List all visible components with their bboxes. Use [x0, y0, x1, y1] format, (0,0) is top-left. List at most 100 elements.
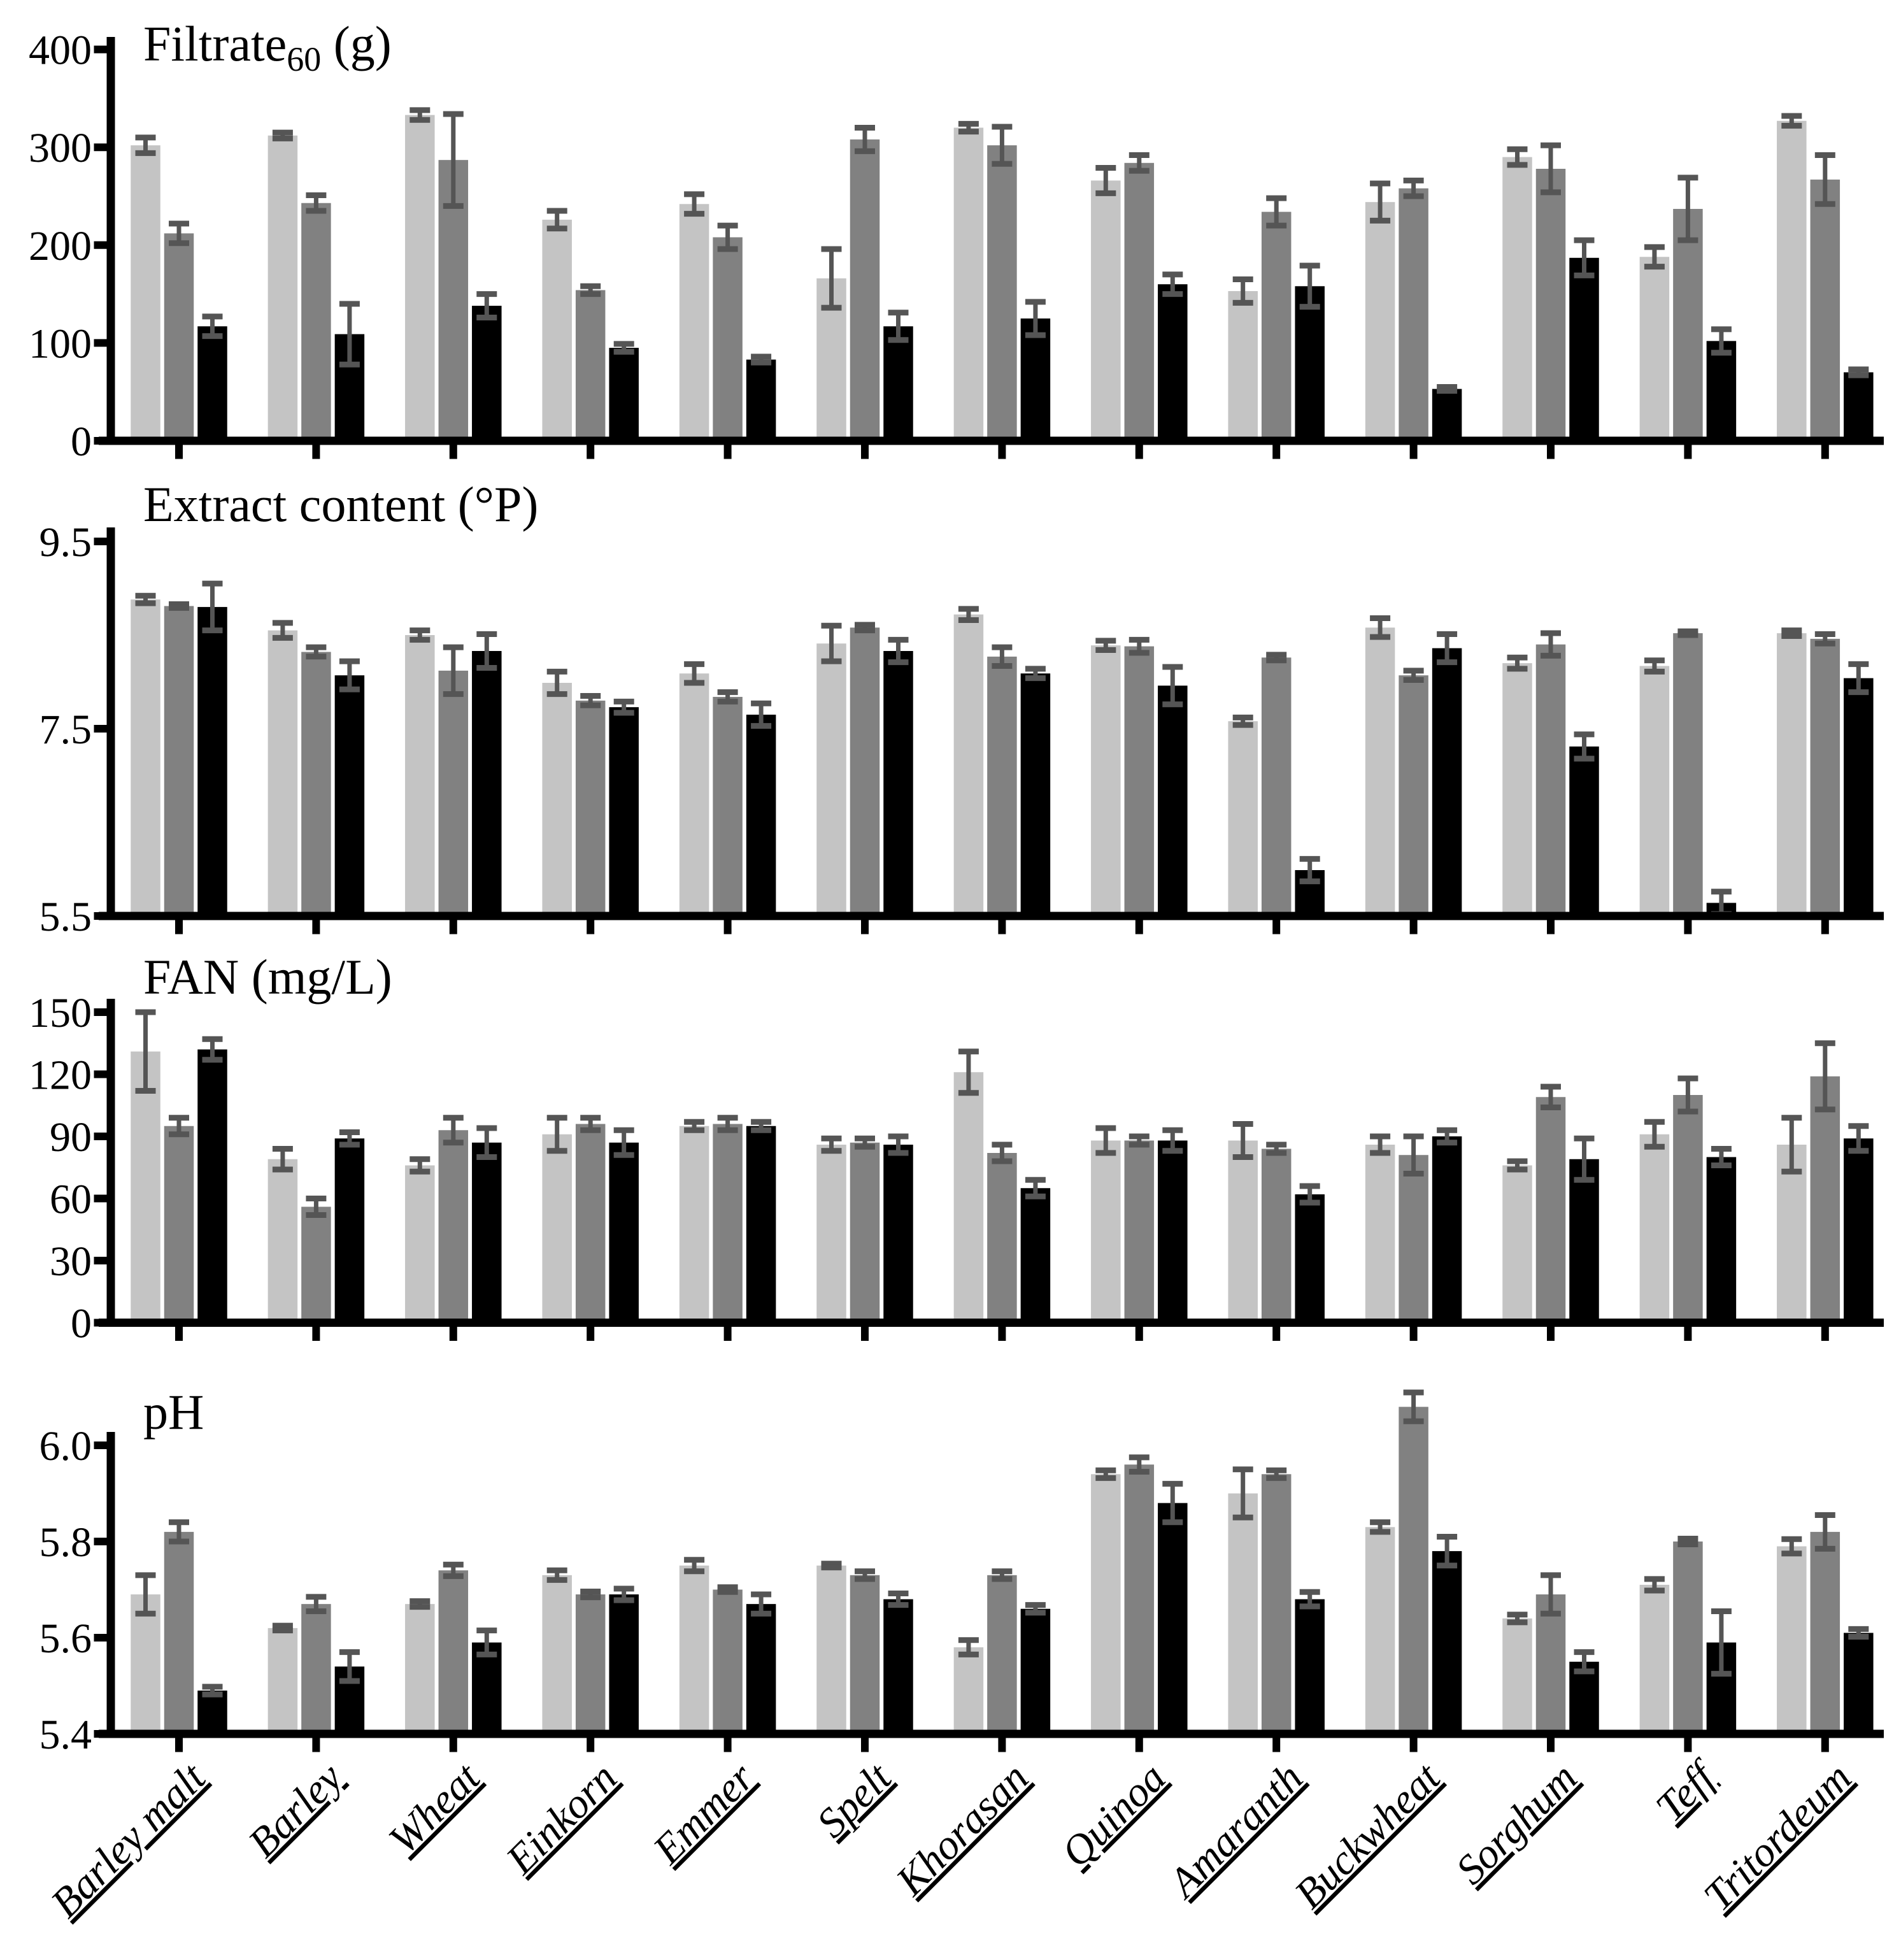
bar-ph-quinoa-black: [1158, 1503, 1188, 1734]
bar-ph-sorghum-light-gray: [1502, 1618, 1532, 1734]
category-label-einkorn: Einkorn: [497, 1754, 626, 1884]
bar-ph-barley-malt-dark-gray: [164, 1531, 194, 1734]
panel-title-subscript: 60: [287, 40, 321, 78]
y-tick-label: 90: [50, 1114, 92, 1161]
bar-extract-content-spelt-light-gray: [816, 643, 846, 916]
bar-fan-buckwheat-dark-gray: [1399, 1155, 1428, 1323]
bar-filtrate60-spelt-dark-gray: [850, 139, 880, 441]
bar-fan-einkorn-dark-gray: [575, 1124, 606, 1323]
bar-extract-content-tritordeum-black: [1844, 678, 1874, 916]
y-tick-label: 9.5: [39, 519, 92, 566]
bar-extract-content-wheat-light-gray: [405, 635, 435, 916]
bar-fan-teff-light-gray: [1639, 1134, 1670, 1323]
bar-ph-khorasan-dark-gray: [987, 1575, 1017, 1734]
bar-extract-content-khorasan-dark-gray: [987, 656, 1017, 916]
bar-filtrate60-barley-malt-dark-gray: [164, 233, 194, 441]
bar-extract-content-quinoa-light-gray: [1091, 645, 1121, 916]
bar-ph-amaranth-light-gray: [1228, 1493, 1258, 1734]
bar-ph-spelt-dark-gray: [850, 1575, 880, 1734]
bar-fan-barley-malt-dark-gray: [164, 1126, 194, 1323]
panel-ph: 5.4 5.6 5.8 6.0 pH: [39, 1384, 1884, 1758]
panel-title-main: pH: [143, 1384, 204, 1440]
panel-title-rest: (g): [321, 16, 391, 71]
category-label-sorghum: Sorghum: [1447, 1754, 1586, 1893]
bar-extract-content-barley-malt-light-gray: [131, 599, 160, 916]
bar-extract-content-barley-dark-gray: [301, 652, 331, 916]
bar-ph-spelt-black: [883, 1599, 913, 1734]
bar-extract-content-amaranth-dark-gray: [1261, 657, 1292, 916]
category-label-buckwheat: Buckwheat: [1286, 1754, 1450, 1918]
bar-filtrate60-spelt-black: [883, 326, 913, 441]
bar-filtrate60-teff-light-gray: [1639, 257, 1670, 441]
bar-filtrate60-sorghum-light-gray: [1502, 157, 1532, 441]
bar-extract-content-quinoa-black: [1158, 685, 1188, 916]
bar-extract-content-spelt-dark-gray: [850, 627, 880, 916]
bar-extract-content-emmer-dark-gray: [713, 697, 743, 916]
bar-filtrate60-teff-dark-gray: [1673, 208, 1703, 441]
bar-filtrate60-tritordeum-black: [1844, 372, 1874, 441]
bar-fan-amaranth-light-gray: [1228, 1140, 1258, 1323]
category-label-barley: Barley: [239, 1754, 352, 1866]
panel-fan: 0 30 60 90 120 150 FAN (mg/L): [29, 949, 1884, 1347]
bar-filtrate60-amaranth-black: [1295, 286, 1325, 441]
bar-ph-sorghum-dark-gray: [1535, 1594, 1566, 1734]
bar-fan-amaranth-black: [1295, 1194, 1325, 1323]
bar-fan-buckwheat-black: [1432, 1136, 1462, 1323]
bar-filtrate60-quinoa-light-gray: [1091, 180, 1121, 441]
bar-extract-content-sorghum-dark-gray: [1535, 644, 1566, 916]
bar-filtrate60-buckwheat-dark-gray: [1399, 188, 1428, 441]
y-tick-label: 0: [71, 418, 92, 465]
bar-filtrate60-khorasan-black: [1020, 318, 1051, 441]
category-label-teff: Teff: [1647, 1751, 1727, 1831]
category-label-barley-malt: Barley malt: [42, 1754, 215, 1927]
y-tick-label: 5.8: [39, 1519, 92, 1566]
bar-extract-content-barley-light-gray: [267, 630, 298, 916]
y-tick-label: 100: [29, 320, 92, 367]
bar-filtrate60-emmer-dark-gray: [713, 237, 743, 441]
bar-fan-khorasan-black: [1020, 1188, 1051, 1323]
bar-fan-barley-malt-light-gray: [131, 1051, 160, 1323]
bar-ph-quinoa-dark-gray: [1124, 1464, 1155, 1734]
bar-fan-wheat-black: [472, 1142, 502, 1323]
bar-ph-barley-malt-black: [197, 1691, 227, 1734]
bar-ph-spelt-light-gray: [816, 1565, 846, 1734]
bar-fan-einkorn-black: [609, 1142, 639, 1323]
category-label-wheat: Wheat: [380, 1754, 490, 1863]
panel-title-ph: pH: [143, 1384, 204, 1440]
bar-ph-buckwheat-dark-gray: [1399, 1406, 1428, 1734]
bar-ph-quinoa-light-gray: [1091, 1474, 1121, 1734]
bar-filtrate60-barley-light-gray: [267, 135, 298, 441]
bar-filtrate60-sorghum-black: [1569, 257, 1599, 441]
bar-ph-einkorn-black: [609, 1594, 639, 1734]
bar-filtrate60-tritordeum-dark-gray: [1810, 179, 1840, 441]
bar-extract-content-emmer-light-gray: [679, 673, 709, 916]
bar-filtrate60-teff-black: [1706, 341, 1737, 441]
bar-extract-content-khorasan-black: [1020, 673, 1051, 916]
bar-extract-content-barley-malt-dark-gray: [164, 606, 194, 916]
bar-ph-wheat-black: [472, 1642, 502, 1734]
bar-filtrate60-barley-malt-black: [197, 326, 227, 441]
bar-extract-content-tritordeum-dark-gray: [1810, 638, 1840, 916]
y-tick-label: 0: [71, 1301, 92, 1347]
bar-extract-content-barley-black: [334, 675, 365, 916]
bar-filtrate60-einkorn-black: [609, 348, 639, 441]
panel-title-main: Extract content (°P): [143, 476, 538, 532]
y-tick-label: 120: [29, 1052, 92, 1099]
bar-filtrate60-quinoa-dark-gray: [1124, 162, 1155, 441]
bar-extract-content-wheat-black: [472, 650, 502, 916]
bar-ph-tritordeum-light-gray: [1777, 1546, 1807, 1734]
bar-ph-amaranth-black: [1295, 1599, 1325, 1734]
bar-filtrate60-amaranth-light-gray: [1228, 290, 1258, 441]
bar-ph-teff-dark-gray: [1673, 1542, 1703, 1734]
bar-extract-content-buckwheat-black: [1432, 648, 1462, 916]
bar-fan-tritordeum-dark-gray: [1810, 1076, 1840, 1323]
bar-fan-buckwheat-light-gray: [1365, 1145, 1395, 1323]
bar-filtrate60-einkorn-dark-gray: [575, 290, 606, 441]
bar-filtrate60-einkorn-light-gray: [542, 219, 572, 441]
panel-title-main: Filtrate: [143, 16, 287, 71]
y-tick-label: 60: [50, 1177, 92, 1223]
bar-fan-tritordeum-black: [1844, 1138, 1874, 1323]
category-label-khorasan: Khorasan: [887, 1754, 1037, 1905]
bar-ph-teff-light-gray: [1639, 1584, 1670, 1734]
